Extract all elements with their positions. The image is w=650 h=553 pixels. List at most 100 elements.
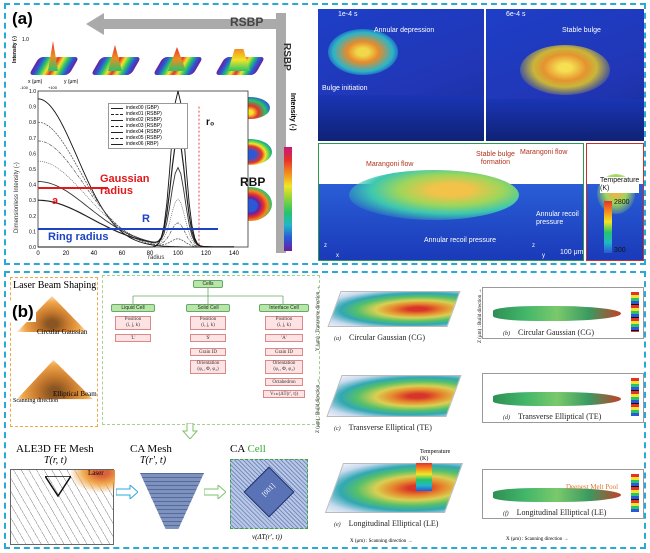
legend-entry: index02 (RSBP) [111, 117, 185, 123]
panel-a: (a) RSBP RSBP [4, 3, 646, 265]
melt-pool-sim-2: (c) Transverse Elliptical (TE) [324, 363, 474, 439]
laser-beam-shaping-title: Laser Beam Shaping [13, 280, 97, 291]
cross-section-main [318, 143, 584, 261]
ca-cell-sub: v(ΔT(r', t)) [252, 533, 283, 541]
melt-pool-name: Longitudinal Elliptical (LE) [516, 508, 607, 517]
melt-pool-tag: (f) [503, 511, 509, 517]
y-tick-label: 0.1 [29, 229, 36, 235]
melt-pool-tag: (d) [503, 415, 510, 421]
axis-y-b: y [542, 253, 545, 259]
surface-plot-gbp [28, 39, 80, 85]
annular-depression-label: Annular depression [374, 27, 435, 34]
axis-z-a: z [324, 243, 327, 249]
x-tick-label: 40 [91, 251, 98, 257]
ca-mesh-title: CA Mesh [130, 443, 172, 455]
temp-colorbar-a [604, 201, 612, 253]
solid-orientation: Orientation (φ₁, Φ, φ₂) [190, 360, 226, 374]
legend-swatch [111, 113, 123, 115]
interface-velocity: Vₖₗₖ(ΔT(r', t)) [263, 390, 305, 398]
legend-text: index00 (GBP) [126, 105, 159, 111]
interface-position-label: Position [275, 317, 293, 322]
intensity-chart-area: (a) RSBP RSBP [8, 7, 304, 263]
scanning-direction-label: Scanning direction [13, 398, 59, 404]
stable-bulge-label: Stable bulge [562, 27, 601, 34]
legend-text: index05 (RSBP) [126, 135, 162, 141]
melt-pool-caption: (b) Circular Gaussian (CG) [503, 328, 594, 337]
melt-pool-name: Circular Gaussian (CG) [518, 328, 594, 337]
melt-pool-name: Circular Gaussian (CG) [349, 333, 425, 342]
y-tick-label: 0.4 [29, 183, 36, 189]
melt-pool-tag: (c) [334, 426, 341, 432]
panel-b-y-axis-3d: Y (μm) : Transverse direction → [316, 285, 321, 351]
sim-time-2: 6e-4 s [506, 11, 526, 18]
panel-b-z-axis-2d: Z (μm) : Build direction → [478, 288, 483, 343]
legend-entry: index00 (GBP) [111, 105, 185, 111]
cross-section-side [586, 143, 644, 261]
laser-beam-shaping-box: Laser Beam Shaping Circular Gaussian Ell… [10, 277, 98, 427]
y-tick-label: 0.8 [29, 120, 36, 126]
melt-pool-caption: (f) Longitudinal Elliptical (LE) [503, 508, 606, 517]
solid-euler: (φ₁, Φ, φ₂) [197, 367, 219, 372]
interface-position: Position (i, j, k) [265, 316, 303, 330]
intensity-colorbar [284, 147, 292, 251]
ca-mesh-sub: T(r', t) [140, 455, 167, 466]
interface-state: 'A' [265, 334, 303, 342]
gaussian-radius-label: Gaussian radius [100, 173, 150, 197]
liquid-cell-head: Liquid Cell [111, 304, 155, 312]
x-tick-label: 20 [63, 251, 70, 257]
melt-pool-tag: (a) [334, 336, 341, 342]
interface-orientation-label: Orientation [272, 361, 296, 366]
rsbp-arrow-label: RSBP [230, 15, 264, 29]
circular-gaussian-label: Circular Gaussian [37, 328, 88, 336]
legend-swatch [111, 107, 123, 109]
cells-flowchart: Cells Liquid Cell Position (i, j, k) 'L'… [102, 275, 320, 425]
elliptical-beam-label: Elliptical Beam [53, 390, 97, 398]
legend-entry: index04 (RSBP) [111, 129, 185, 135]
y-tick-label: 0.0 [29, 245, 36, 251]
interface-octahedron: Octahedron [265, 378, 303, 386]
panel-b-x-axis-3d: X (μm) : Scanning direction → [350, 539, 413, 544]
r0-label: r₀ [206, 117, 215, 128]
y-tick-label: 1.0 [29, 89, 36, 95]
surface-axis-intensity: Intensity (-) [12, 36, 18, 63]
legend-text: index01 (RSBP) [126, 111, 162, 117]
annular-recoil-2-label: Annular recoil pressure [536, 211, 579, 226]
panel-b: Laser Beam Shaping Circular Gaussian Ell… [4, 271, 646, 549]
panel-b-label: (b) [10, 302, 36, 322]
melt-pool-sim-4: (e) Longitudinal Elliptical (LE) [324, 451, 474, 535]
y-tick-label: 0.2 [29, 214, 36, 220]
y-tick-label: 0.5 [29, 167, 36, 173]
ale3d-sub: T(r, t) [44, 455, 67, 466]
surface-tick-neg: -100 [20, 85, 29, 90]
liquid-ijk: (i, j, k) [126, 323, 140, 328]
legend-entry: index03 (RSBP) [111, 123, 185, 129]
solid-position: Position (i, j, k) [190, 316, 226, 330]
temp-label-a: Temperature (K) [600, 177, 640, 193]
liquid-state: 'L' [115, 334, 151, 342]
gaussian-arrow [38, 187, 108, 189]
temp-colorbar-b [416, 463, 432, 491]
bulge-initiation-label: Bulge initiation [322, 85, 368, 92]
legend-swatch [111, 143, 123, 145]
y-tick-label: 0.3 [29, 198, 36, 204]
laser-label: Laser [88, 469, 104, 477]
panel-a-label: (a) [12, 9, 33, 28]
legend-swatch [111, 137, 123, 139]
a-label: a [52, 195, 59, 207]
x-tick-label: 140 [229, 251, 240, 257]
surface-plot-rsbp-2 [152, 39, 204, 85]
r-label: R [142, 213, 150, 225]
interface-cell-head: Interface Cell [259, 304, 309, 312]
flow-down-arrow-icon [182, 423, 198, 439]
chart-xlabel: radius [148, 255, 165, 261]
legend-text: index02 (RSBP) [126, 117, 162, 123]
melt-pool-tag: (b) [503, 331, 510, 337]
chart-legend: index00 (GBP) index01 (RSBP) index02 (RSBP… [108, 103, 188, 149]
annular-recoil-1-label: Annular recoil pressure [424, 237, 496, 244]
stable-bulge-formation-label: Stable bulge formation [476, 151, 515, 166]
solid-ijk: (i, j, k) [201, 323, 215, 328]
x-tick-label: 120 [201, 251, 212, 257]
series-line-6 [38, 90, 234, 248]
temp-min-a: 300 [614, 247, 626, 254]
melt-pool-name: Longitudinal Elliptical (LE) [348, 519, 439, 528]
